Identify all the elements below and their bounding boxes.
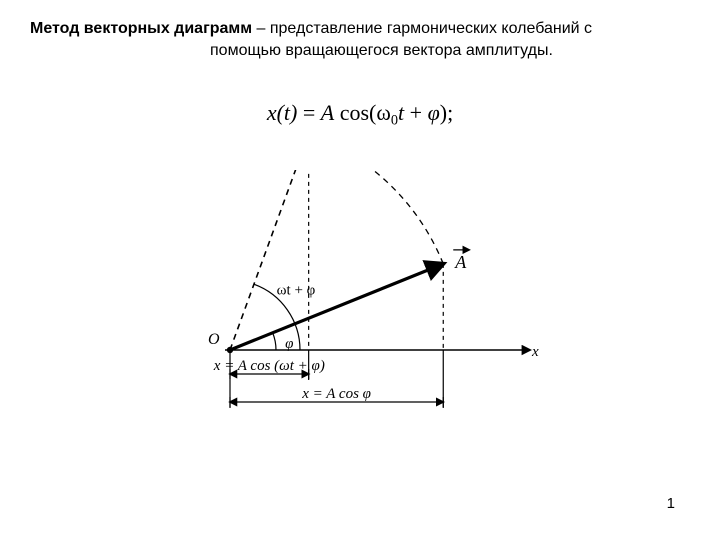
eq-omega: ω [376, 100, 390, 125]
heading-rest2: помощью вращающегося вектора амплитуды. [30, 40, 553, 62]
eq-A: A [321, 100, 334, 125]
svg-text:ωt + φ: ωt + φ [277, 282, 316, 298]
eq-cos: cos [334, 100, 369, 125]
eq-semi: ; [447, 100, 453, 125]
svg-text:x = A cos (ωt + φ): x = A cos (ωt + φ) [213, 358, 325, 374]
heading: Метод векторных диаграмм – представление… [30, 18, 690, 61]
eq-phi: φ [428, 100, 440, 125]
svg-text:x: x [531, 344, 539, 360]
svg-text:A: A [454, 252, 467, 272]
page-number: 1 [667, 495, 675, 512]
heading-rest1: – представление гармонических колебаний … [252, 20, 592, 37]
heading-bold: Метод векторных диаграмм [30, 20, 252, 37]
eq-eq: = [297, 100, 320, 125]
eq-close: ) [440, 100, 447, 125]
svg-text:x = A cos φ: x = A cos φ [301, 386, 371, 402]
svg-text:O: O [208, 331, 220, 348]
eq-plus: + [404, 100, 427, 125]
svg-text:φ: φ [285, 336, 293, 352]
eq-xt: x(t) [267, 100, 298, 125]
eq-zero: 0 [391, 112, 398, 128]
equation: x(t) = A cos(ω0t + φ); [0, 100, 720, 129]
phasor-diagram: Ox Aωt + φ φ x = A cos (ωt + φ) x = A cos φ [170, 170, 550, 460]
